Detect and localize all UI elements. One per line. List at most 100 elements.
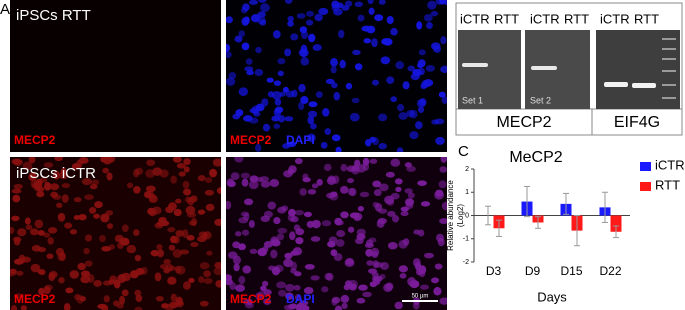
nucleus [305, 10, 315, 17]
nucleus [213, 267, 221, 276]
nucleus [295, 303, 306, 310]
gel-band [604, 82, 628, 87]
nucleus [305, 19, 314, 26]
nucleus [287, 15, 294, 22]
nucleus [326, 272, 334, 281]
nucleus [302, 177, 311, 183]
nucleus [235, 284, 245, 292]
nucleus [416, 21, 423, 30]
nucleus [300, 57, 310, 66]
nucleus [365, 248, 373, 257]
nucleus [73, 197, 82, 203]
nucleus [148, 207, 157, 217]
nucleus [58, 172, 68, 180]
nucleus [394, 178, 403, 185]
nucleus [135, 267, 145, 276]
nucleus [298, 48, 309, 57]
nucleus [368, 237, 377, 243]
nucleus [134, 289, 142, 297]
nucleus [340, 163, 348, 172]
nucleus [43, 162, 54, 168]
nucleus [374, 14, 384, 22]
nucleus [412, 68, 422, 77]
nucleus [340, 294, 350, 303]
nucleus [61, 183, 70, 189]
nucleus [394, 301, 403, 310]
nucleus [298, 101, 305, 111]
nucleus [307, 110, 318, 118]
nucleus [204, 177, 213, 183]
nucleus [159, 264, 169, 270]
nucleus [398, 112, 408, 120]
nucleus [119, 295, 126, 305]
nucleus [43, 232, 51, 238]
legend-swatch [640, 162, 651, 171]
nucleus [168, 244, 176, 251]
nucleus [419, 284, 429, 290]
nucleus [294, 209, 304, 216]
nucleus [289, 303, 297, 309]
nucleus [249, 248, 258, 254]
nucleus [13, 183, 23, 190]
nucleus [13, 238, 21, 246]
nucleus [416, 98, 426, 108]
nucleus [330, 65, 337, 74]
nucleus [11, 215, 20, 222]
nucleus [358, 284, 368, 291]
nucleus [397, 103, 405, 112]
nucleus [363, 38, 371, 44]
nucleus [245, 58, 253, 65]
nucleus [79, 296, 87, 302]
nucleus [263, 298, 272, 305]
nucleus [340, 185, 349, 194]
nucleus [344, 0, 353, 7]
nucleus [276, 233, 285, 241]
nuclei-layer [226, 0, 447, 152]
nucleus [435, 136, 445, 145]
nucleus [146, 159, 156, 167]
nucleus [344, 258, 355, 267]
nucleus [121, 289, 129, 297]
x-tick-label: D9 [525, 264, 541, 278]
nucleus [307, 188, 317, 195]
stain-label: MECP2 [230, 133, 272, 147]
nucleus [80, 275, 91, 284]
nucleus [407, 192, 415, 199]
bar [610, 215, 622, 232]
nucleus [242, 265, 252, 274]
nucleus [49, 183, 60, 191]
nucleus [409, 131, 419, 140]
nucleus [56, 202, 63, 208]
nucleus [274, 264, 284, 273]
nucleus [176, 163, 186, 169]
nucleus [260, 3, 270, 13]
nucleus [97, 303, 108, 309]
stain-label: DAPI [286, 292, 315, 306]
nucleus [417, 62, 424, 69]
nucleus [441, 96, 447, 104]
nucleus [282, 86, 289, 93]
nucleus [316, 178, 323, 186]
nucleus [284, 252, 293, 260]
nuclei-layer [226, 157, 447, 310]
nucleus [343, 284, 351, 291]
nucleus [63, 303, 71, 310]
nucleus [371, 251, 379, 259]
nucleus [73, 214, 81, 221]
nucleus [46, 253, 54, 259]
nucleus [407, 65, 416, 72]
nucleus [335, 239, 345, 247]
nucleus [311, 183, 319, 189]
nucleus [47, 237, 54, 245]
nucleus [390, 27, 398, 36]
nucleus [323, 163, 332, 172]
nucleus [396, 147, 404, 152]
nucleus [328, 236, 338, 244]
nucleus [241, 42, 250, 51]
nucleus [88, 206, 97, 214]
nucleus [163, 258, 171, 265]
nucleus [188, 220, 197, 226]
nucleus [232, 113, 241, 120]
nucleus [439, 166, 447, 173]
nucleus [190, 242, 199, 248]
